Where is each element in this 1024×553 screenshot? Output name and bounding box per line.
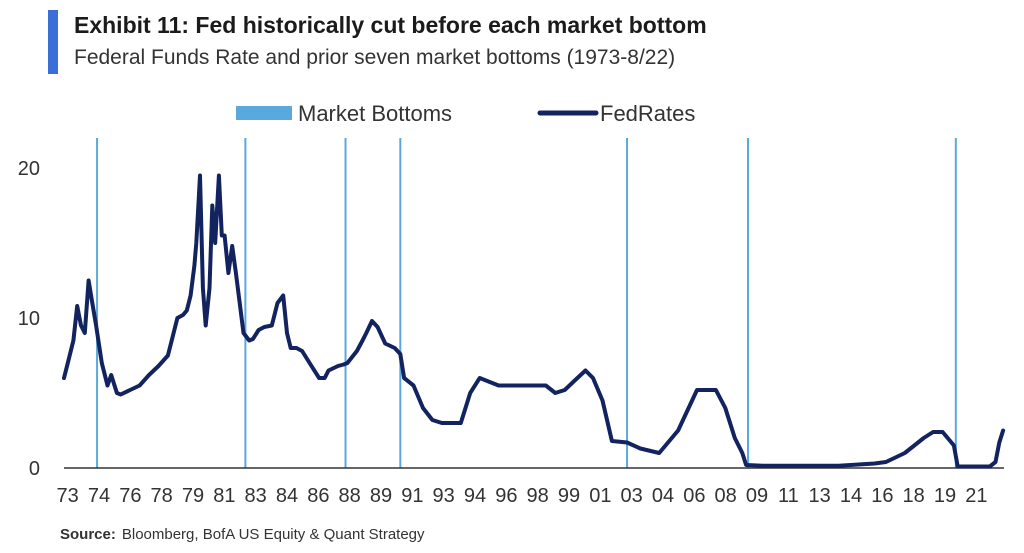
- x-tick-label: 78: [151, 485, 173, 507]
- x-tick-label: 86: [307, 485, 329, 507]
- x-tick-label: 89: [370, 485, 392, 507]
- x-tick-label: 94: [464, 485, 486, 507]
- y-tick-label: 10: [18, 308, 40, 330]
- source-note: Source: Bloomberg, BofA US Equity & Quant…: [60, 526, 425, 543]
- y-tick-label: 0: [29, 458, 40, 480]
- source-text: Bloomberg, BofA US Equity & Quant Strate…: [121, 526, 425, 543]
- x-tick-label: 81: [213, 485, 235, 507]
- x-tick-label: 79: [182, 485, 204, 507]
- market-bottom-lines: [96, 138, 957, 468]
- x-tick-label: 14: [840, 485, 862, 507]
- y-tick-label: 20: [18, 158, 40, 180]
- legend-label-fedrates: FedRates: [600, 101, 695, 126]
- x-tick-label: 01: [589, 485, 611, 507]
- x-tick-label: 99: [558, 485, 580, 507]
- x-tick-label: 16: [871, 485, 893, 507]
- x-tick-label: 73: [57, 485, 79, 507]
- x-tick-label: 88: [339, 485, 361, 507]
- chart-title: Exhibit 11: Fed historically cut before …: [74, 12, 707, 38]
- x-tick-label: 06: [683, 485, 705, 507]
- x-tick-label: 76: [119, 485, 141, 507]
- x-tick-label: 91: [401, 485, 423, 507]
- x-tick-label: 13: [809, 485, 831, 507]
- title-accent-bar: [48, 10, 58, 74]
- legend: Market Bottoms FedRates: [236, 101, 695, 126]
- x-tick-label: 11: [778, 485, 799, 507]
- x-tick-label: 19: [934, 485, 956, 507]
- legend-label-market-bottoms: Market Bottoms: [298, 101, 452, 126]
- x-tick-label: 21: [965, 485, 987, 507]
- x-tick-label: 09: [746, 485, 768, 507]
- x-tick-label: 98: [527, 485, 549, 507]
- series-line-fedrates: [62, 173, 1006, 469]
- x-tick-label: 08: [715, 485, 737, 507]
- x-tick-label: 83: [245, 485, 267, 507]
- x-tick-label: 96: [495, 485, 517, 507]
- x-tick-label: 04: [652, 485, 674, 507]
- x-tick-label: 74: [88, 485, 110, 507]
- legend-swatch-market-bottoms: [236, 106, 292, 120]
- source-label: Source:: [60, 526, 116, 543]
- chart-subtitle: Federal Funds Rate and prior seven marke…: [74, 46, 676, 69]
- x-tick-label: 84: [276, 485, 298, 507]
- x-tick-label: 93: [433, 485, 455, 507]
- x-tick-label: 18: [903, 485, 925, 507]
- series-group: [62, 173, 1006, 469]
- x-tick-label: 03: [621, 485, 643, 507]
